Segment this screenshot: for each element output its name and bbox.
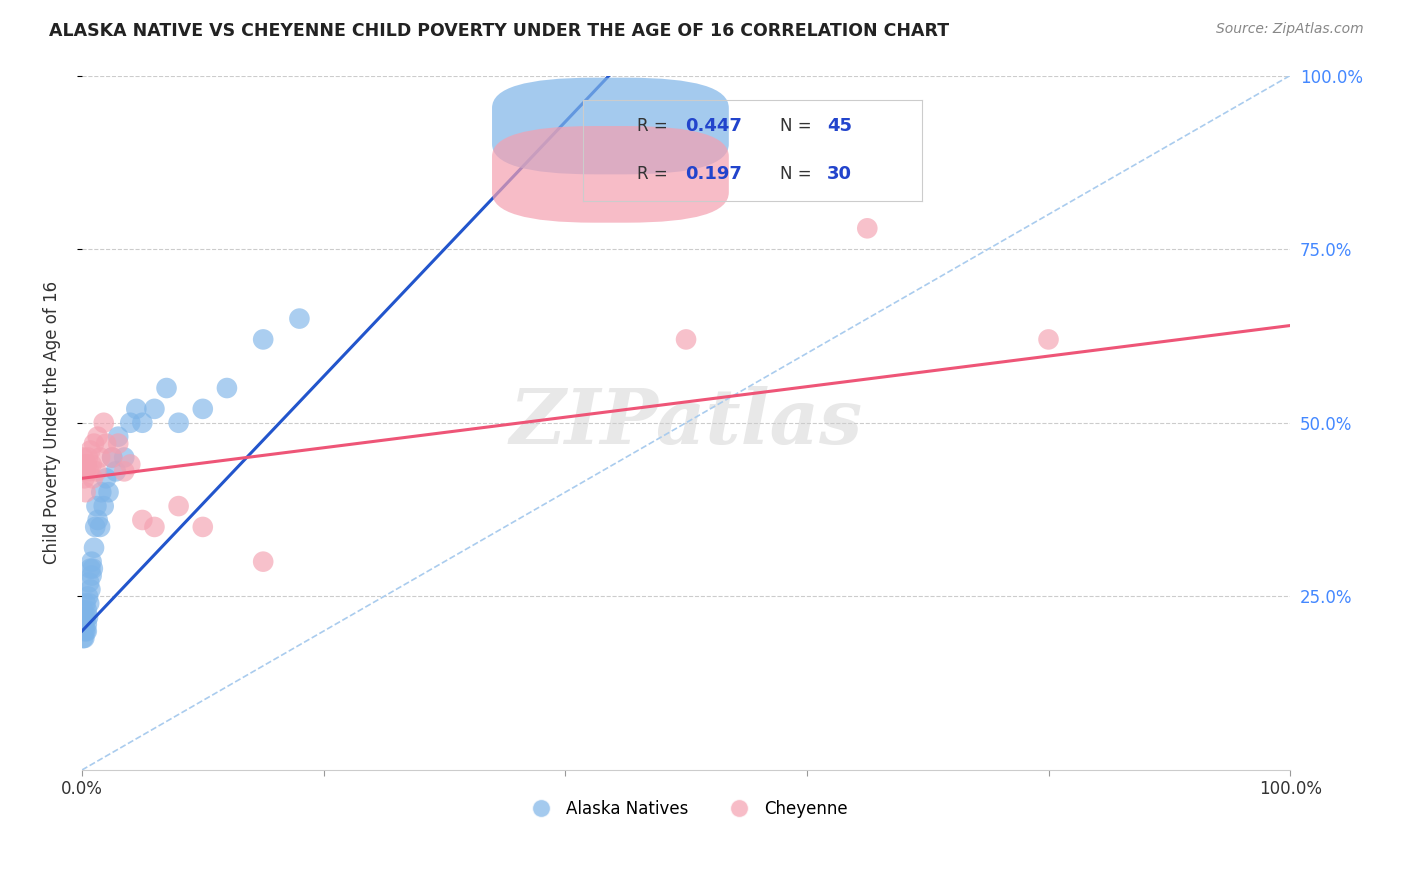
Point [143,401,166,416]
Point [86,499,108,513]
Point [120,458,142,472]
Point [72,631,94,645]
Point [77,590,100,604]
Point [76,624,98,639]
Point [94,436,117,450]
Point [79,443,101,458]
Point [72,603,94,617]
Point [72,464,94,478]
Point [112,464,135,478]
Point [83,541,105,555]
Point [80,458,103,472]
Point [101,450,124,465]
Point [107,436,129,450]
Point [167,416,190,430]
Point [191,520,214,534]
Point [131,513,153,527]
Point [75,610,97,624]
Point [86,430,108,444]
Point [73,610,96,624]
Text: ALASKA NATIVE VS CHEYENNE CHILD POVERTY UNDER THE AGE OF 16 CORRELATION CHART: ALASKA NATIVE VS CHEYENNE CHILD POVERTY … [49,22,949,40]
Point [73,624,96,639]
Point [76,603,98,617]
Point [77,450,100,465]
Point [84,520,107,534]
Point [101,450,124,465]
Point [252,333,274,347]
Point [73,631,96,645]
Point [77,610,100,624]
Point [89,450,111,465]
Point [97,485,120,500]
Point [120,416,142,430]
Point [125,401,148,416]
Text: ZIPatlas: ZIPatlas [509,385,863,459]
Point [112,450,135,465]
Point [80,568,103,582]
Point [76,458,98,472]
Point [191,401,214,416]
Point [80,555,103,569]
Point [82,561,104,575]
Point [93,499,115,513]
Point [252,555,274,569]
Point [75,624,97,639]
Point [75,464,97,478]
Point [73,617,96,632]
Point [82,471,104,485]
Point [72,617,94,632]
Point [79,561,101,575]
Point [93,416,115,430]
Point [1038,333,1060,347]
Point [72,450,94,465]
Point [143,520,166,534]
Point [107,430,129,444]
Point [215,381,238,395]
Point [83,436,105,450]
Point [131,416,153,430]
Point [75,596,97,610]
Text: Source: ZipAtlas.com: Source: ZipAtlas.com [1216,22,1364,37]
Point [75,485,97,500]
Point [104,464,127,478]
Point [94,471,117,485]
Point [86,464,108,478]
Point [79,582,101,597]
Point [288,311,311,326]
Point [77,464,100,478]
Point [77,596,100,610]
Point [76,617,98,632]
Point [675,333,697,347]
Point [73,458,96,472]
Point [89,520,111,534]
Point [73,471,96,485]
Point [856,221,879,235]
Point [86,513,108,527]
Point [155,381,177,395]
Point [90,485,112,500]
Point [167,499,190,513]
Legend: Alaska Natives, Cheyenne: Alaska Natives, Cheyenne [517,793,853,824]
Y-axis label: Child Poverty Under the Age of 16: Child Poverty Under the Age of 16 [44,281,60,565]
Point [77,575,100,590]
